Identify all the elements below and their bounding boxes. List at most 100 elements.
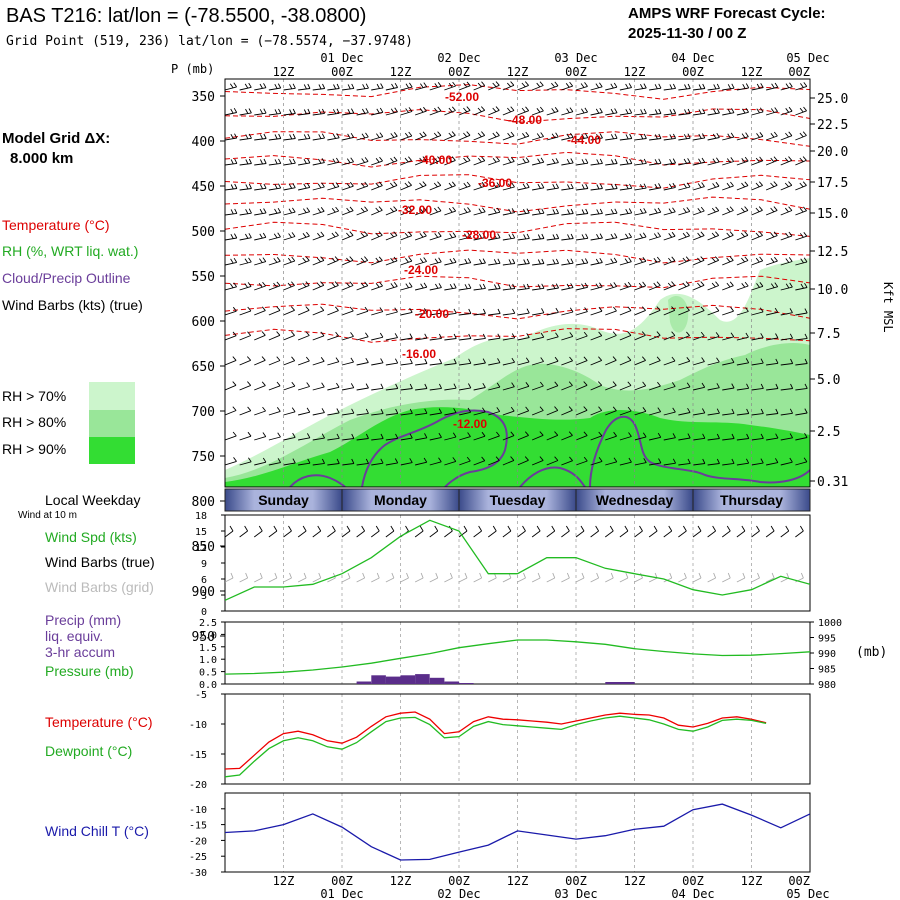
surface-wind-barb-true — [604, 525, 614, 538]
wind-barb — [751, 206, 763, 216]
wind-chill-panel: -30 -25 -20 -15 -10 — [189, 792, 811, 879]
wind-barb — [707, 281, 720, 291]
wind-barb — [561, 431, 573, 441]
wind-chill-line — [225, 803, 810, 861]
wind-barb — [707, 83, 720, 91]
wind-barb — [692, 157, 706, 166]
wind-barb — [649, 432, 662, 441]
wind-barb — [283, 281, 295, 291]
wind-barb — [780, 156, 793, 166]
wind-barb — [561, 81, 574, 91]
top-date-tick-label: 05 Dec — [786, 51, 829, 65]
wind-barb — [254, 108, 267, 116]
isotherm-line — [225, 196, 810, 213]
wind-barb — [458, 181, 471, 191]
wind-barb — [634, 407, 647, 416]
height-tick-label: 2.5 — [817, 425, 840, 440]
wind-barb — [751, 383, 764, 391]
wind-chill-tick-label: -10 — [189, 805, 207, 816]
wind-barb — [385, 358, 399, 366]
wind-barb — [415, 308, 428, 316]
wind-barb — [458, 308, 472, 316]
surface-wind-barb-true — [356, 525, 366, 538]
wind-barb — [327, 357, 340, 366]
wind-barb — [415, 408, 428, 416]
wind-barb — [283, 133, 296, 141]
wind-barb — [809, 414, 810, 415]
wind-barb — [722, 383, 735, 391]
wind-barb — [341, 281, 354, 291]
precip-bar — [371, 675, 386, 684]
wind-barb — [254, 257, 267, 266]
wind-barb — [225, 82, 237, 91]
isotherm-line — [225, 84, 810, 100]
wind-barb — [400, 408, 413, 416]
wind-barb — [722, 458, 735, 466]
legend-rh: RH (%, WRT liq. wat.) — [2, 243, 138, 259]
wind-barb — [225, 107, 238, 116]
wind-barb — [298, 207, 311, 216]
wind-barb — [488, 156, 500, 166]
wind-barb — [678, 306, 690, 316]
cloud-precip-outline — [289, 474, 346, 487]
wind-barb — [619, 381, 632, 391]
wind-barb — [765, 107, 778, 116]
wind-barb — [634, 381, 647, 391]
wind-barb — [736, 332, 749, 341]
legend-rh70-swatch — [89, 382, 135, 410]
wind-barb — [400, 82, 413, 91]
wind-barb — [795, 333, 808, 341]
top-hour-tick-label: 12Z — [741, 65, 763, 79]
wind-barb — [678, 433, 691, 441]
wind-barb — [575, 356, 588, 366]
wind-barb — [605, 431, 617, 441]
wind-barb — [473, 81, 486, 91]
legend-rh80-swatch — [89, 410, 135, 437]
wind-barb — [225, 282, 237, 291]
wind-barb — [795, 282, 808, 291]
wind-barb — [225, 356, 237, 366]
wind-barb — [722, 408, 735, 416]
wind-barb — [312, 108, 326, 116]
wind-barb — [341, 181, 354, 191]
wind-barb — [283, 458, 296, 466]
wind-barb — [371, 408, 384, 416]
wind-barbs-true-label: Wind Barbs (true) — [45, 554, 155, 570]
wind-barb — [458, 283, 472, 291]
wind-barb — [341, 83, 355, 91]
wind-barb — [605, 208, 618, 216]
wind-barb — [385, 307, 398, 316]
wind-barb — [341, 256, 354, 266]
wind-barb — [780, 358, 794, 366]
pressure-label: Pressure (mb) — [45, 663, 134, 679]
wind-barb — [619, 406, 632, 416]
wind-barb — [356, 408, 369, 416]
wind-barb — [341, 408, 355, 416]
top-hour-tick-label: 00Z — [331, 65, 353, 79]
isotherm-line — [225, 131, 810, 147]
wind-barb — [414, 131, 427, 141]
wind-speed-tick-label: 15 — [195, 527, 207, 538]
wind-barb — [795, 408, 808, 416]
wind-barb — [429, 408, 442, 416]
wind-barb — [605, 406, 617, 416]
wind-barb — [795, 206, 807, 216]
precip-bar — [400, 675, 416, 684]
wind-barb — [458, 232, 471, 241]
wind-barb — [444, 257, 457, 266]
bottom-hour-tick-label: 12Z — [390, 874, 412, 888]
wind-barb — [356, 332, 369, 341]
surface-wind-barb-grid — [429, 572, 439, 583]
wind-barb — [385, 82, 398, 91]
wind-barb — [663, 133, 677, 141]
wind-barb — [429, 106, 442, 116]
surface-wind-barb-grid — [239, 572, 249, 583]
wind-barb — [605, 381, 617, 391]
isotherm-line — [225, 328, 810, 343]
wind-barb — [414, 106, 427, 116]
isotherm-label: -24.00 — [404, 263, 438, 277]
wind-barb — [590, 257, 603, 266]
wind-barb — [385, 408, 399, 416]
wind-barb — [225, 257, 238, 266]
wind-barb — [751, 408, 764, 416]
